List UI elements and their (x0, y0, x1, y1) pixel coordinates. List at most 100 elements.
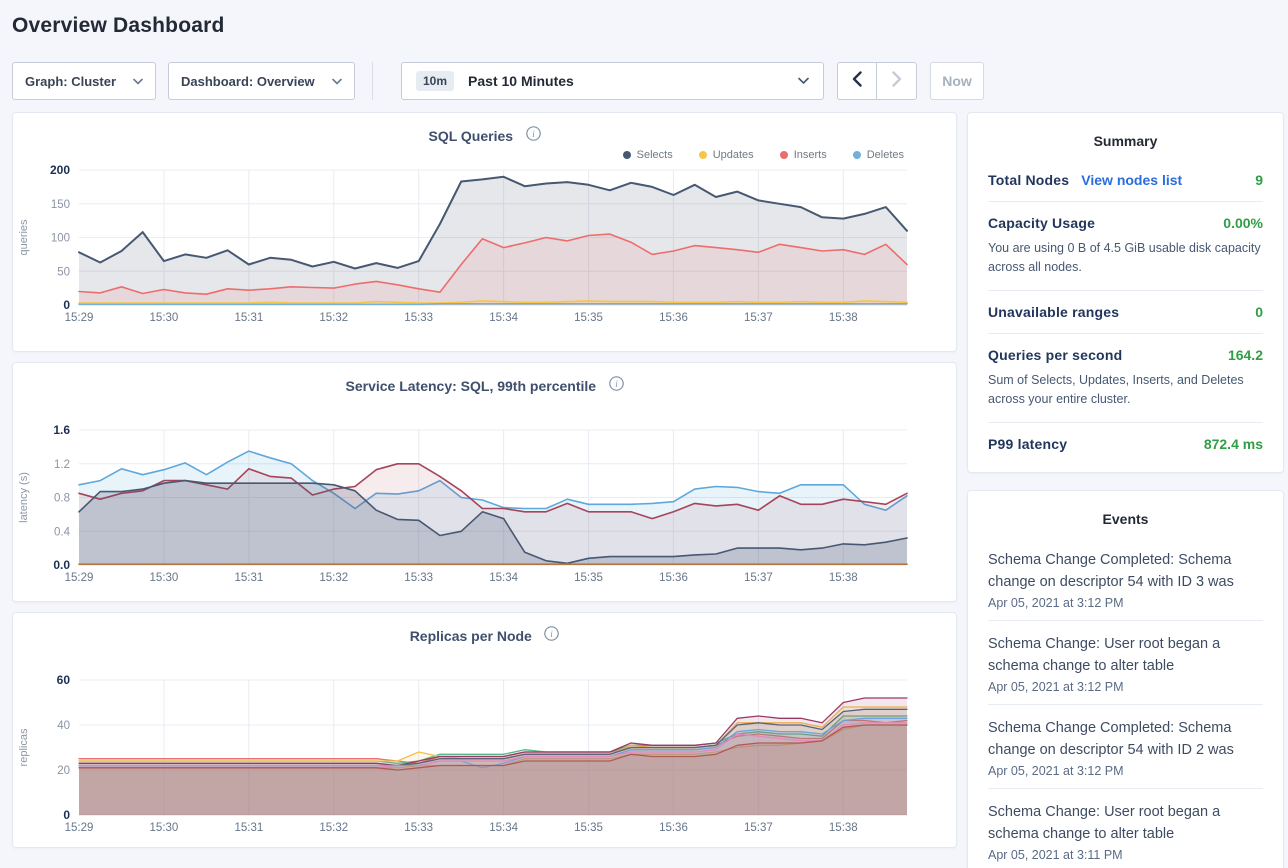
svg-text:15:29: 15:29 (65, 572, 94, 584)
legend-label: Inserts (793, 149, 827, 161)
legend-item-inserts[interactable]: Inserts (779, 149, 827, 161)
series-node-4 (78, 697, 908, 767)
legend-item-updates[interactable]: Updates (698, 149, 754, 161)
series-node-blue (78, 450, 908, 511)
svg-text:50: 50 (57, 266, 70, 278)
summary-section-total-nodes: Total Nodes View nodes list 9 (988, 159, 1263, 202)
svg-text:15:37: 15:37 (744, 312, 773, 324)
svg-text:15:31: 15:31 (234, 312, 263, 324)
sidebar: Summary Total Nodes View nodes list 9 Ca… (967, 112, 1284, 868)
page-title: Overview Dashboard (12, 14, 225, 37)
svg-text:60: 60 (57, 674, 71, 687)
info-icon[interactable]: i (525, 126, 541, 145)
series-node-navy (78, 479, 908, 565)
summary-section-p99: P99 latency 872.4 ms (988, 423, 1263, 465)
event-item: Schema Change Completed: Schema change o… (988, 537, 1263, 620)
time-range-picker[interactable]: 10m Past 10 Minutes (401, 62, 824, 100)
time-range-label: Past 10 Minutes (468, 73, 574, 89)
chart-title: SQL Queries (428, 128, 514, 144)
chevron-down-icon (133, 78, 143, 85)
summary-section-qps: Queries per second 164.2 Sum of Selects,… (988, 334, 1263, 423)
legend-dot (852, 151, 861, 159)
svg-text:i: i (551, 629, 554, 639)
legend-label: Updates (712, 149, 754, 161)
replicas-per-node-plot[interactable]: 15:29 15:30 15:31 15:32 15:33 15:34 15:35 15:36… (13, 674, 954, 851)
summary-label: Unavailable ranges (988, 304, 1120, 320)
time-range-nav (837, 62, 917, 100)
sql-queries-plot[interactable]: 15:29 15:30 15:31 15:32 15:33 15:34 15:35 15:36… (13, 164, 954, 341)
legend-label: Deletes (866, 149, 904, 161)
svg-text:15:36: 15:36 (659, 312, 688, 324)
chart-card-service-latency: Service Latency: SQL, 99th percentile i … (12, 362, 957, 602)
svg-text:15:29: 15:29 (65, 312, 94, 324)
summary-value: 9 (1255, 172, 1263, 188)
svg-text:15:37: 15:37 (744, 572, 773, 584)
spacer (13, 396, 956, 424)
info-icon[interactable]: i (544, 626, 560, 645)
view-nodes-list-link[interactable]: View nodes list (1081, 172, 1183, 188)
summary-description: You are using 0 B of 4.5 GiB usable disk… (988, 241, 1261, 274)
svg-text:15:33: 15:33 (404, 312, 433, 324)
svg-text:15:35: 15:35 (574, 312, 603, 324)
events-panel: Events Schema Change Completed: Schema c… (967, 490, 1284, 868)
event-text: Schema Change Completed: Schema change o… (988, 720, 1234, 758)
svg-text:15:31: 15:31 (234, 572, 263, 584)
dashboard-dropdown[interactable]: Dashboard: Overview (168, 62, 355, 100)
toolbar: Graph: Cluster Dashboard: Overview 10m P… (12, 62, 1276, 100)
chart-header: Service Latency: SQL, 99th percentile i (13, 363, 956, 396)
svg-text:1.2: 1.2 (54, 459, 70, 471)
svg-text:15:30: 15:30 (150, 822, 179, 834)
svg-text:15:36: 15:36 (659, 822, 688, 834)
legend-item-deletes[interactable]: Deletes (852, 149, 904, 161)
summary-section-unavailable-ranges: Unavailable ranges 0 (988, 291, 1263, 334)
summary-value: 164.2 (1227, 347, 1263, 363)
graph-dropdown[interactable]: Graph: Cluster (12, 62, 156, 100)
summary-section-capacity: Capacity Usage 0.00% You are using 0 B o… (988, 202, 1263, 291)
time-range-badge: 10m (416, 71, 455, 91)
svg-text:15:34: 15:34 (489, 312, 518, 324)
event-timestamp: Apr 05, 2021 at 3:12 PM (988, 680, 1124, 694)
event-timestamp: Apr 05, 2021 at 3:12 PM (988, 764, 1124, 778)
svg-text:200: 200 (50, 164, 70, 177)
summary-value: 0 (1255, 304, 1263, 320)
event-text: Schema Change: User root began a schema … (988, 636, 1221, 674)
info-icon[interactable]: i (608, 376, 624, 395)
svg-text:15:38: 15:38 (829, 572, 858, 584)
summary-description: Sum of Selects, Updates, Inserts, and De… (988, 373, 1244, 406)
summary-value: 872.4 ms (1203, 436, 1263, 452)
event-item: Schema Change: User root began a schema … (988, 620, 1263, 704)
chart-legend: Selects Updates Inserts Deletes (13, 146, 956, 164)
series-node-maroon (78, 463, 908, 520)
svg-text:15:32: 15:32 (319, 572, 348, 584)
svg-text:15:38: 15:38 (829, 822, 858, 834)
svg-text:40: 40 (57, 720, 70, 732)
prev-range-button[interactable] (837, 62, 877, 100)
summary-panel: Summary Total Nodes View nodes list 9 Ca… (967, 112, 1284, 473)
svg-text:0: 0 (63, 808, 70, 822)
svg-text:15:34: 15:34 (489, 822, 518, 834)
page-header: Overview Dashboard (0, 0, 1288, 38)
legend-item-selects[interactable]: Selects (622, 149, 673, 161)
series-node-7 (78, 722, 908, 769)
summary-label: Queries per second (988, 347, 1123, 363)
event-item: Schema Change Completed: Schema change o… (988, 704, 1263, 788)
svg-text:15:37: 15:37 (744, 822, 773, 834)
now-button[interactable]: Now (930, 62, 984, 100)
svg-text:15:32: 15:32 (319, 312, 348, 324)
svg-text:150: 150 (51, 199, 70, 211)
svg-text:15:38: 15:38 (829, 312, 858, 324)
service-latency-plot[interactable]: 15:29 15:30 15:31 15:32 15:33 15:34 15:35 15:36… (13, 424, 954, 601)
dashboard-dropdown-label: Dashboard: Overview (181, 73, 315, 89)
svg-text:0.0: 0.0 (53, 558, 70, 572)
legend-dot (698, 151, 707, 159)
toolbar-divider (372, 62, 373, 100)
event-timestamp: Apr 05, 2021 at 3:12 PM (988, 596, 1124, 610)
next-range-button[interactable] (877, 62, 917, 100)
svg-text:15:36: 15:36 (659, 572, 688, 584)
svg-text:1.6: 1.6 (53, 424, 70, 437)
event-text: Schema Change: User root began a schema … (988, 804, 1221, 842)
svg-text:0.8: 0.8 (54, 493, 70, 505)
charts-column: SQL Queries i Selects Updates Inserts Delet… (12, 112, 957, 868)
summary-label: P99 latency (988, 436, 1068, 452)
legend-dot (779, 151, 788, 159)
